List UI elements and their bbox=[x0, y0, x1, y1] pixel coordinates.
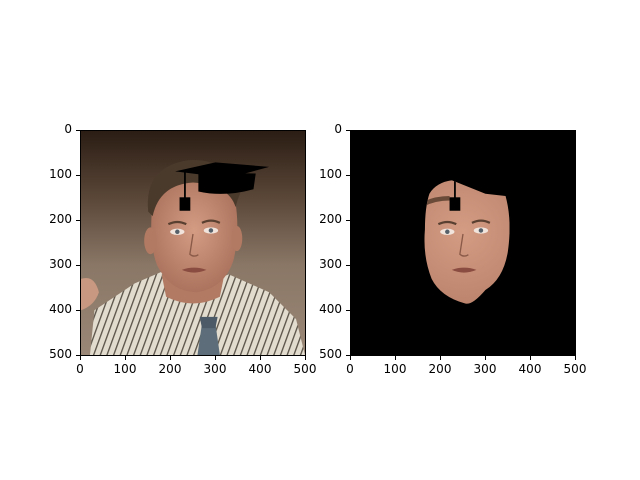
x-tick-mark bbox=[395, 356, 396, 360]
y-tick-mark bbox=[76, 265, 80, 266]
y-tick-mark bbox=[346, 265, 350, 266]
y-tick-mark bbox=[76, 175, 80, 176]
y-tick-mark bbox=[76, 355, 80, 356]
y-tick-mark bbox=[76, 220, 80, 221]
x-tick-label: 200 bbox=[158, 362, 182, 376]
striped-shirt bbox=[89, 269, 305, 355]
tie bbox=[197, 323, 220, 355]
y-tick-label: 500 bbox=[319, 347, 342, 361]
x-tick-mark bbox=[215, 356, 216, 360]
hand bbox=[81, 277, 99, 311]
original-photo bbox=[81, 131, 305, 355]
x-tick-label: 200 bbox=[428, 362, 452, 376]
y-tick-mark bbox=[346, 355, 350, 356]
x-tick-label: 100 bbox=[383, 362, 407, 376]
y-tick-mark bbox=[76, 130, 80, 131]
x-tick-mark bbox=[485, 356, 486, 360]
x-tick-mark bbox=[440, 356, 441, 360]
y-tick-label: 0 bbox=[64, 122, 72, 136]
left-plot-area bbox=[80, 130, 306, 356]
x-tick-label: 0 bbox=[76, 362, 84, 376]
x-tick-label: 300 bbox=[203, 362, 227, 376]
y-tick-label: 200 bbox=[319, 212, 342, 226]
y-tick-mark bbox=[346, 310, 350, 311]
x-tick-label: 400 bbox=[518, 362, 542, 376]
y-tick-label: 400 bbox=[319, 302, 342, 316]
x-tick-mark bbox=[125, 356, 126, 360]
x-tick-mark bbox=[530, 356, 531, 360]
x-tick-label: 400 bbox=[248, 362, 272, 376]
x-tick-mark bbox=[170, 356, 171, 360]
x-tick-label: 0 bbox=[346, 362, 354, 376]
y-tick-mark bbox=[346, 220, 350, 221]
x-tick-label: 100 bbox=[113, 362, 137, 376]
y-tick-label: 500 bbox=[49, 347, 72, 361]
y-tick-mark bbox=[346, 175, 350, 176]
y-tick-label: 100 bbox=[49, 167, 72, 181]
face bbox=[151, 180, 238, 293]
y-tick-mark bbox=[346, 130, 350, 131]
masked-face-image bbox=[351, 131, 575, 355]
y-tick-label: 200 bbox=[49, 212, 72, 226]
right-plot-area bbox=[350, 130, 576, 356]
graduation-cap bbox=[175, 162, 270, 211]
y-tick-label: 300 bbox=[319, 257, 342, 271]
y-tick-label: 400 bbox=[49, 302, 72, 316]
x-tick-mark bbox=[305, 356, 306, 360]
x-tick-label: 300 bbox=[473, 362, 497, 376]
y-tick-label: 100 bbox=[319, 167, 342, 181]
x-tick-label: 500 bbox=[563, 362, 587, 376]
x-tick-label: 500 bbox=[293, 362, 317, 376]
x-tick-mark bbox=[260, 356, 261, 360]
x-tick-mark bbox=[350, 356, 351, 360]
y-tick-mark bbox=[76, 310, 80, 311]
y-tick-label: 300 bbox=[49, 257, 72, 271]
y-tick-label: 0 bbox=[334, 122, 342, 136]
x-tick-mark bbox=[575, 356, 576, 360]
x-tick-mark bbox=[80, 356, 81, 360]
